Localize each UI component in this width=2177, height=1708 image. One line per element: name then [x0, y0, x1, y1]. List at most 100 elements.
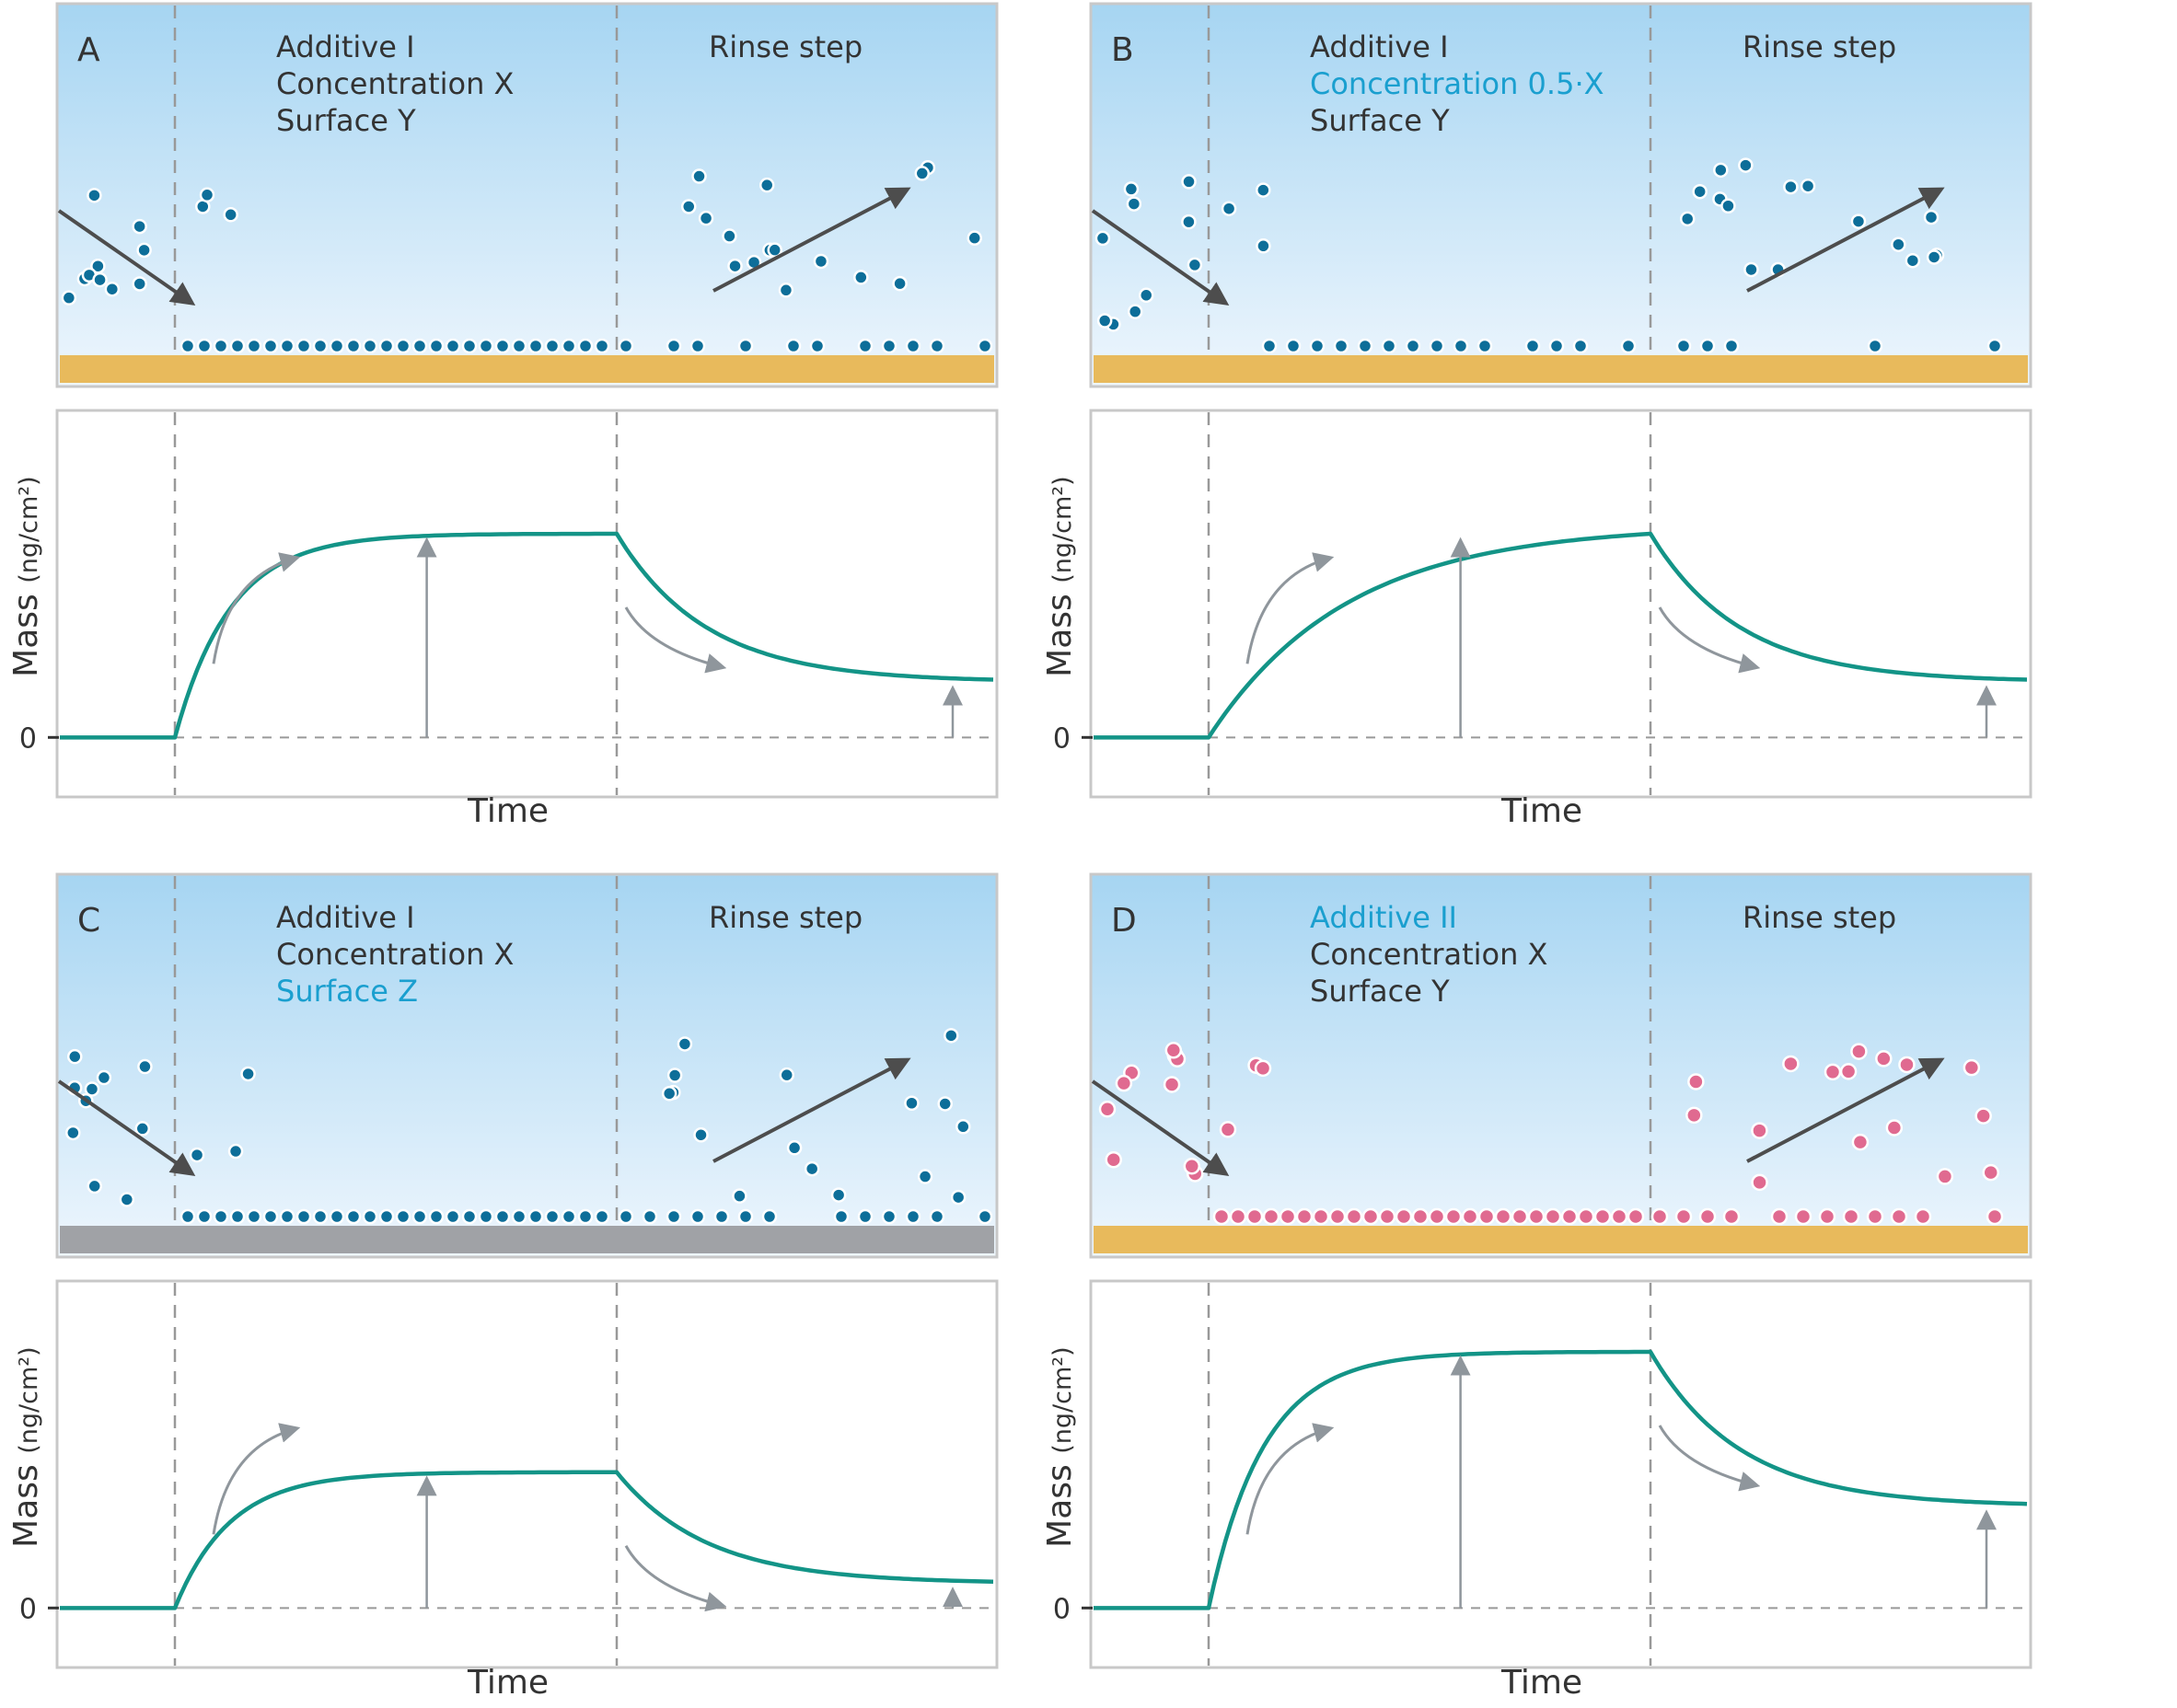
molecule [246, 1208, 262, 1225]
molecule [950, 1189, 967, 1206]
molecule [727, 258, 743, 274]
x-axis-label: Time [467, 792, 549, 830]
molecule [246, 338, 262, 354]
molecule [1738, 157, 1754, 173]
y-axis-label-main: Mass [1041, 1454, 1079, 1548]
x-axis-label: Time [1500, 1664, 1582, 1702]
molecule [345, 338, 362, 354]
condition-line: Additive II [1310, 900, 1457, 935]
panel-letter: A [77, 31, 100, 69]
molecules [1094, 157, 2003, 354]
molecule [1126, 196, 1142, 212]
molecule [1679, 211, 1696, 227]
molecule [732, 1188, 747, 1204]
molecule [1627, 1207, 1645, 1226]
molecule [1544, 1207, 1562, 1226]
molecule [1476, 338, 1493, 354]
molecule [1723, 338, 1740, 354]
chart-frame [1089, 409, 2032, 799]
molecule [813, 253, 829, 270]
molecule [577, 338, 594, 354]
condition-line: Surface Y [276, 103, 416, 138]
molecule [279, 338, 295, 354]
sensor-surface [60, 355, 994, 383]
molecule [1610, 1207, 1628, 1226]
molecule [642, 1208, 658, 1225]
adsorption-arrow [57, 1079, 196, 1176]
molecule [378, 1208, 395, 1225]
molecule [955, 1119, 971, 1135]
molecule [1866, 1207, 1884, 1226]
molecule [1794, 1207, 1812, 1226]
molecule [1138, 287, 1154, 304]
molecule [737, 1208, 754, 1225]
molecule [1096, 313, 1113, 329]
molecule [1187, 257, 1203, 273]
molecule [1650, 1207, 1669, 1226]
molecule [1850, 1043, 1868, 1060]
desorption-trend-arrow [1658, 1425, 1761, 1492]
molecule [1572, 338, 1589, 354]
y-axis-label-main: Mass [1041, 583, 1079, 677]
molecule [279, 1208, 295, 1225]
desorption-trend-arrow [624, 606, 727, 674]
molecule [87, 1178, 102, 1194]
y-axis-label-unit: (ng/cm²) [15, 1346, 43, 1453]
molecule [1743, 261, 1759, 278]
y-axis-label-unit: (ng/cm²) [1048, 476, 1077, 583]
molecule [1428, 1207, 1446, 1226]
molecule [1782, 1055, 1800, 1073]
adsorption-trend-arrow [212, 552, 301, 664]
molecule [1675, 338, 1692, 354]
molecule [785, 338, 802, 354]
molecule [1722, 1207, 1741, 1226]
condition-line: Concentration X [1310, 937, 1547, 972]
molecule [577, 1208, 594, 1225]
molecule [881, 1208, 897, 1225]
molecule [461, 1208, 478, 1225]
molecule [428, 1208, 445, 1225]
molecule [1770, 1207, 1789, 1226]
molecule [295, 1208, 312, 1225]
molecule [1494, 1207, 1512, 1226]
desorption-arrow [712, 1057, 911, 1163]
molecule [1698, 1207, 1717, 1226]
zero-label: 0 [1053, 1593, 1071, 1625]
molecule [527, 338, 544, 354]
molecule [1974, 1107, 1992, 1125]
molecule [445, 338, 461, 354]
molecule [914, 166, 931, 181]
molecule [134, 1121, 151, 1137]
molecule [1285, 338, 1302, 354]
molecule [1163, 1076, 1181, 1093]
molecule [295, 338, 312, 354]
molecule [262, 338, 279, 354]
molecule [857, 1208, 874, 1225]
desorption-arrow [1746, 1057, 1945, 1163]
molecule [189, 1147, 205, 1163]
molecule [786, 1140, 803, 1156]
molecule [1511, 1207, 1529, 1226]
phase-label-rinse: Rinse step [709, 900, 863, 935]
molecule [1986, 338, 2003, 354]
molecule [1751, 1122, 1768, 1139]
molecule [229, 1208, 246, 1225]
molecule [833, 1208, 850, 1225]
molecule [544, 338, 561, 354]
molecule [329, 1208, 345, 1225]
molecule [196, 1208, 213, 1225]
zero-label: 0 [19, 722, 37, 755]
x-axis-label: Time [1500, 792, 1582, 830]
molecule [1181, 214, 1197, 230]
molecule [1577, 1207, 1595, 1226]
molecule [1783, 179, 1799, 195]
adsorption-trend-arrow [212, 1423, 301, 1535]
y-axis-label: Mass (ng/cm²) [7, 476, 45, 676]
molecule [378, 338, 395, 354]
molecule [1898, 1056, 1916, 1074]
molecule [1333, 338, 1349, 354]
molecule [1262, 1207, 1280, 1226]
molecule [1851, 1133, 1870, 1151]
